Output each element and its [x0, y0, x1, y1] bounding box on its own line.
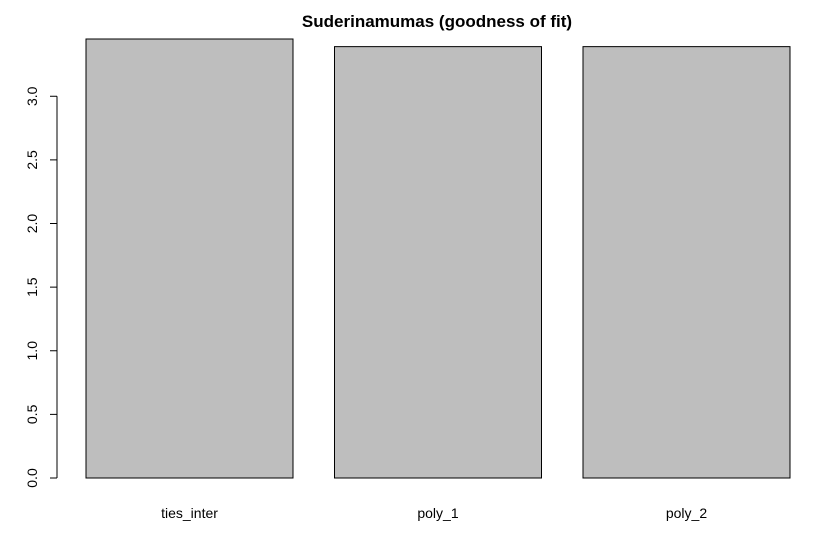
y-axis: 0.0 0.5 1.0 1.5 2.0 2.5 3.0: [24, 86, 58, 488]
y-tick-label: 0.0: [24, 468, 40, 488]
bar-poly_2: [582, 46, 791, 479]
y-tick-label: 3.0: [24, 86, 40, 106]
y-tick-label: 2.5: [24, 150, 40, 170]
bar-poly_1: [334, 46, 542, 479]
y-tick-label: 1.5: [24, 277, 40, 297]
bar-ties_inter: [85, 38, 294, 479]
x-category-label: poly_1: [417, 505, 458, 521]
y-tick-label: 0.5: [24, 404, 40, 424]
x-category-label: ties_inter: [161, 505, 218, 521]
x-axis-labels: ties_inter poly_1 poly_2: [161, 505, 707, 521]
y-tick-label: 1.0: [24, 341, 40, 361]
bars-group: [85, 38, 791, 479]
x-category-label: poly_2: [666, 505, 707, 521]
y-tick-label: 2.0: [24, 214, 40, 234]
chart-title: Suderinamumas (goodness of fit): [302, 12, 572, 31]
